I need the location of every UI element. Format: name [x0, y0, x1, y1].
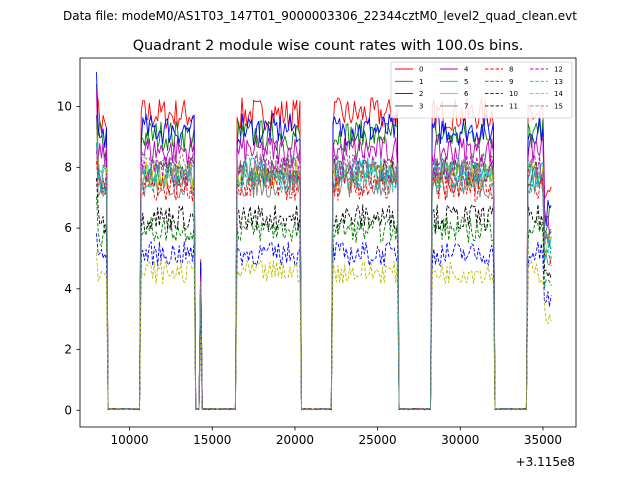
series-layer [96, 72, 552, 411]
legend-label-2: 2 [419, 90, 423, 98]
legend-label-5: 5 [464, 78, 468, 86]
x-tick-label: 10000 [111, 433, 149, 447]
legend-label-9: 9 [509, 78, 513, 86]
legend-label-14: 14 [554, 90, 563, 98]
legend-box [390, 61, 573, 119]
legend-label-6: 6 [464, 90, 469, 98]
x-tick-label: 25000 [359, 433, 397, 447]
legend-label-0: 0 [419, 66, 423, 74]
legend-label-1: 1 [419, 78, 423, 86]
y-tick-label: 6 [64, 221, 72, 235]
y-tick-label: 8 [64, 160, 72, 174]
series-line-10 [96, 233, 552, 411]
legend-label-15: 15 [554, 102, 563, 110]
y-axis: 0 2 4 6 8 10 [57, 100, 80, 417]
series-line-9 [96, 196, 552, 411]
y-tick-label: 2 [64, 343, 72, 357]
y-tick-label: 10 [57, 100, 72, 114]
legend-label-12: 12 [554, 66, 563, 74]
legend-label-4: 4 [464, 66, 469, 74]
x-tick-label: 20000 [276, 433, 314, 447]
axes-frame [79, 57, 577, 428]
x-tick-label: 15000 [193, 433, 231, 447]
legend-label-3: 3 [419, 102, 423, 110]
figure-suptitle: Data file: modeM0/AS1T03_147T01_90000033… [63, 9, 577, 23]
series-line-15 [96, 121, 552, 411]
x-tick-label: 30000 [441, 433, 479, 447]
series-line-14 [96, 252, 552, 411]
legend-label-10: 10 [509, 90, 518, 98]
x-axis-offset-label: +3.115e8 [516, 455, 575, 469]
series-line-11 [96, 178, 552, 411]
x-tick-label: 35000 [524, 433, 562, 447]
chart-title: Quadrant 2 module wise count rates with … [133, 38, 524, 54]
legend-label-11: 11 [509, 102, 518, 110]
y-tick-label: 0 [64, 403, 72, 417]
y-tick-label: 4 [64, 282, 72, 296]
legend-label-8: 8 [509, 66, 513, 74]
legend-label-13: 13 [554, 78, 563, 86]
x-axis: 10000 15000 20000 25000 30000 35000 [111, 427, 562, 447]
legend-label-7: 7 [464, 102, 468, 110]
